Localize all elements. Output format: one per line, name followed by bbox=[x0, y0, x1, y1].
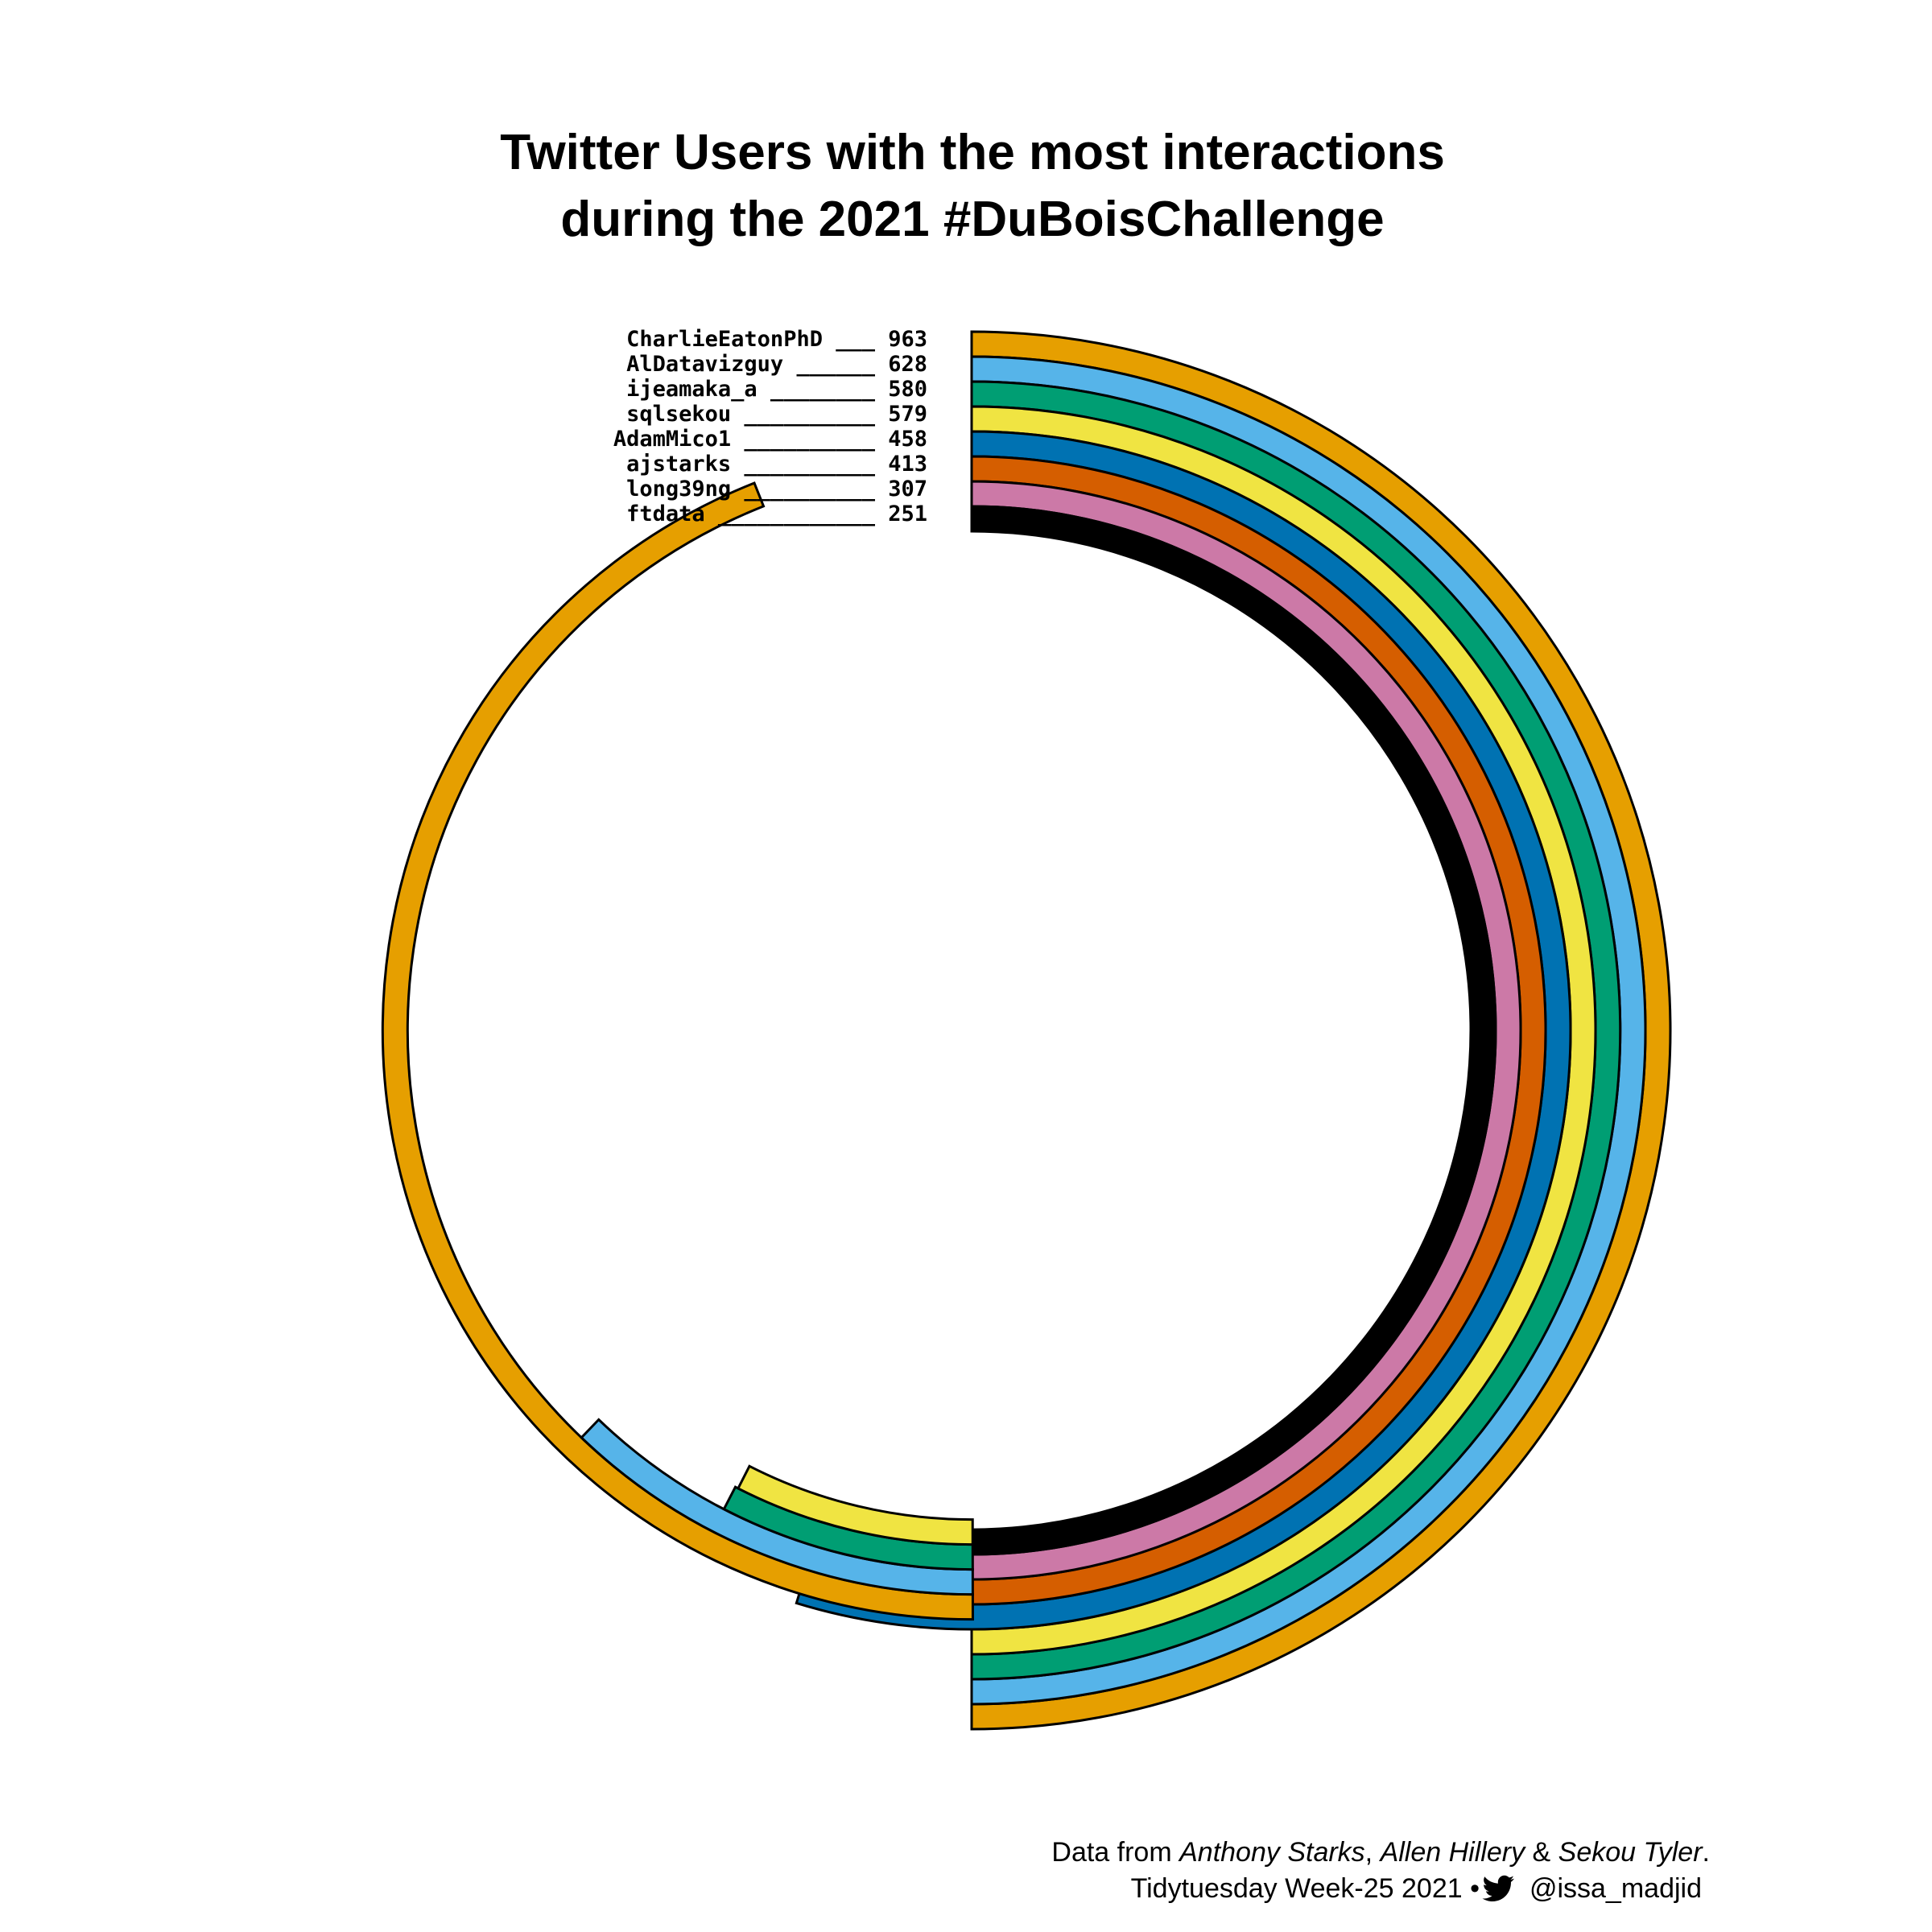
caption-handle: @issa_madjid bbox=[1530, 1873, 1702, 1904]
bar-label-long39ng: long39ng __________ 307 bbox=[626, 477, 927, 502]
twitter-bird-icon bbox=[1482, 1875, 1514, 1901]
bar-label-AdamMico1: AdamMico1 __________ 458 bbox=[613, 427, 927, 452]
caption-source-2: Allen Hillery bbox=[1379, 1837, 1526, 1868]
bar-label-ftdata: ftdata ____________ 251 bbox=[626, 502, 927, 526]
bar-arc-inner-CharlieEatonPhD bbox=[381, 481, 974, 1621]
caption-suffix: . bbox=[1703, 1837, 1710, 1868]
caption-sep-1: , bbox=[1365, 1837, 1381, 1868]
bar-label-AlDatavizguy: AlDatavizguy ______ 628 bbox=[626, 352, 927, 377]
caption-prefix: Data from bbox=[1051, 1837, 1179, 1868]
bar-label-ajstarks: ajstarks __________ 413 bbox=[626, 452, 927, 477]
caption-line-1: Data from Anthony Starks, Allen Hillery … bbox=[1051, 1837, 1710, 1868]
bar-label-ijeamaka_a: ijeamaka_a ________ 580 bbox=[626, 377, 927, 402]
bar-label-sqlsekou: sqlsekou __________ 579 bbox=[626, 402, 927, 427]
bar-arc-inner-sqlsekou bbox=[736, 1464, 974, 1546]
chart-title-line-1: Twitter Users with the most interactions bbox=[500, 125, 1445, 180]
caption-source-1: Anthony Starks bbox=[1178, 1837, 1365, 1868]
caption-source-3: Sekou Tyler bbox=[1558, 1837, 1704, 1868]
caption-line-2: Tidytuesday Week-25 2021 • bbox=[1131, 1873, 1480, 1904]
bar-label-CharlieEatonPhD: CharlieEatonPhD ___ 963 bbox=[626, 327, 927, 352]
caption-sep-2: & bbox=[1525, 1837, 1558, 1868]
chart-title-line-2: during the 2021 #DuBoisChallenge bbox=[560, 192, 1384, 247]
radial-bars bbox=[381, 330, 1672, 1731]
